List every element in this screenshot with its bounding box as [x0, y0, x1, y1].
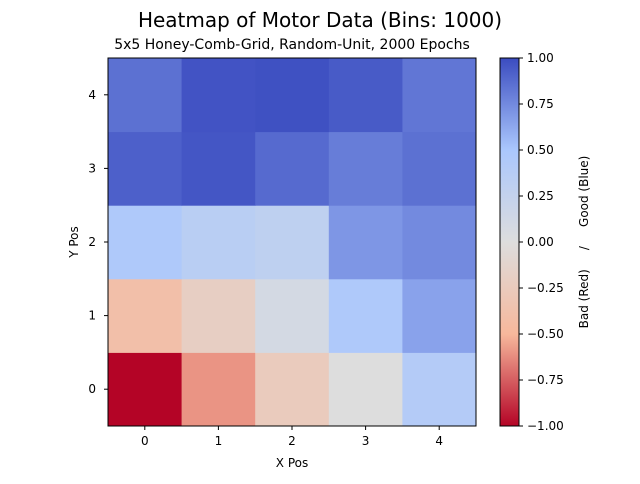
y-tick-label: 1 [88, 309, 96, 323]
x-axis-ticks: 0 1 2 3 4 [141, 426, 443, 448]
heatmap-cell [328, 278, 403, 353]
heatmap-cell [108, 205, 183, 280]
colorbar-tick-label: −0.50 [527, 327, 564, 341]
colorbar-tick-label: −0.75 [527, 373, 564, 387]
heatmap-cell [402, 58, 477, 133]
heatmap-cell [255, 278, 330, 353]
chart-title: Heatmap of Motor Data (Bins: 1000) [138, 8, 502, 32]
heatmap-cell [255, 58, 330, 133]
heatmap-cell [328, 352, 403, 427]
heatmap-cell [402, 205, 477, 280]
heatmap-cell [328, 131, 403, 206]
y-tick-label: 4 [88, 88, 96, 102]
heatmap-cell [181, 205, 256, 280]
heatmap-cell [181, 131, 256, 206]
heatmap-cell [108, 58, 183, 133]
x-tick-label: 2 [288, 434, 296, 448]
y-axis-ticks: 0 1 2 3 4 [88, 88, 108, 396]
x-tick-label: 4 [435, 434, 443, 448]
heatmap-cell [181, 352, 256, 427]
colorbar-tick-label: 1.00 [527, 51, 554, 65]
heatmap-cell [402, 131, 477, 206]
heatmap-cell [108, 352, 183, 427]
colorbar-tick-label: 0.75 [527, 97, 554, 111]
heatmap-cell [402, 352, 477, 427]
heatmap-cell [328, 205, 403, 280]
x-tick-label: 0 [141, 434, 149, 448]
heatmap-cell [328, 58, 403, 133]
heatmap-cell [108, 131, 183, 206]
heatmap-cell [255, 131, 330, 206]
x-tick-label: 1 [215, 434, 223, 448]
colorbar-tick-label: −1.00 [527, 419, 564, 433]
colorbar-tick-label: 0.00 [527, 235, 554, 249]
y-tick-label: 3 [88, 161, 96, 175]
heatmap-cell [181, 58, 256, 133]
colorbar [499, 57, 520, 427]
heatmap-cell [255, 352, 330, 427]
heatmap-cells [108, 58, 477, 427]
colorbar-label: Bad (Red) / Good (Blue) [577, 156, 591, 329]
colorbar-tick-label: −0.25 [527, 281, 564, 295]
heatmap-cell [181, 278, 256, 353]
y-tick-label: 2 [88, 235, 96, 249]
x-tick-label: 3 [362, 434, 370, 448]
y-tick-label: 0 [88, 382, 96, 396]
colorbar-tick-label: 0.50 [527, 143, 554, 157]
y-axis-label: Y Pos [67, 226, 81, 259]
heatmap-cell [108, 278, 183, 353]
colorbar-ticks: 1.00 0.75 0.50 0.25 0.00 −0.25 −0.50 −0.75 −1.00 [519, 51, 564, 433]
heatmap-cell [255, 205, 330, 280]
colorbar-tick-label: 0.25 [527, 189, 554, 203]
x-axis-label: X Pos [276, 456, 308, 470]
chart-subtitle: 5x5 Honey-Comb-Grid, Random-Unit, 2000 E… [114, 37, 470, 53]
heatmap-cell [402, 278, 477, 353]
